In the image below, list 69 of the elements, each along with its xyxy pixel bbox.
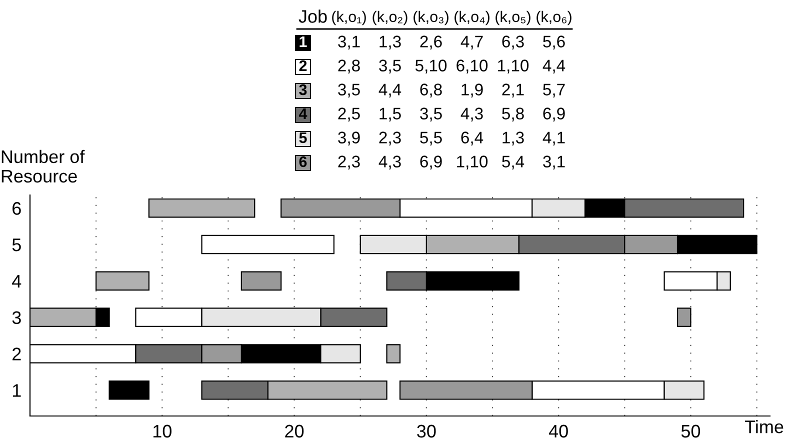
- text: 1,10: [457, 156, 488, 170]
- bar: [240, 271, 282, 291]
- text: 2,8: [338, 60, 360, 74]
- text: 2,3: [338, 156, 360, 170]
- text: 2,6: [420, 36, 442, 50]
- bar: [96, 271, 150, 291]
- text: 5,6: [543, 36, 565, 50]
- text: 6,9: [543, 108, 565, 122]
- x-axis-title: Time: [744, 420, 784, 434]
- text: Job: [298, 10, 327, 23]
- text: 1,3: [502, 132, 524, 146]
- x-tick-label: 50: [681, 424, 700, 438]
- text: 3,5: [379, 60, 401, 74]
- text: 4,1: [542, 132, 565, 146]
- text: 4,4: [378, 84, 402, 98]
- bar: [386, 344, 401, 364]
- x-tick-label: 20: [285, 424, 304, 438]
- text: 4,4: [542, 60, 566, 74]
- text: 1,10: [498, 60, 529, 74]
- text: (k,o₁): [332, 10, 366, 26]
- text: (k,o₂): [372, 10, 408, 26]
- text: 6,3: [502, 36, 524, 50]
- text: 2: [299, 60, 307, 71]
- bar: [676, 308, 692, 327]
- x-tick-label: 30: [417, 424, 436, 438]
- text: 6,9: [420, 156, 442, 170]
- x-tick-label: 10: [153, 424, 172, 438]
- y-tick-label: 6: [12, 202, 21, 215]
- text: 1,3: [380, 36, 401, 50]
- text: 3: [299, 84, 307, 96]
- text: 2,5: [338, 108, 360, 122]
- bar: [201, 234, 334, 254]
- text: 2,1: [502, 84, 524, 98]
- text: 3,5: [420, 108, 442, 122]
- text: 3,5: [338, 84, 360, 98]
- text: 6,8: [420, 84, 442, 98]
- y-tick-label: 4: [12, 275, 22, 288]
- bar: [108, 380, 150, 400]
- y-tick-label: 5: [12, 238, 21, 252]
- text: 5,7: [543, 84, 565, 98]
- text: 5,10: [415, 60, 447, 74]
- y-tick-label: 2: [12, 348, 21, 360]
- text: 3,1: [543, 156, 565, 170]
- text: 4: [298, 108, 308, 119]
- text: 2,3: [379, 132, 401, 146]
- bar: [148, 198, 256, 218]
- x-tick-label: 40: [548, 424, 568, 438]
- text: 5,5: [420, 132, 442, 146]
- text: (k,o₆): [536, 10, 572, 26]
- y-axis-title: Number of Resource: [2, 150, 85, 183]
- y-tick-label: 3: [12, 311, 21, 324]
- text: (k,o₅): [496, 10, 530, 26]
- text: 6: [299, 156, 307, 168]
- text: (k,o₄): [454, 10, 490, 26]
- text: 5,4: [502, 156, 524, 170]
- text: 1,5: [380, 108, 401, 122]
- text: 6,10: [456, 60, 488, 74]
- text: 4,7: [460, 36, 483, 50]
- text: 3,9: [338, 132, 360, 146]
- text: 5: [299, 132, 307, 144]
- text: (k,o₃): [414, 10, 448, 26]
- text: 4,3: [378, 156, 401, 170]
- text: 6,4: [461, 132, 484, 146]
- text: 1: [300, 36, 307, 47]
- text: 1,9: [462, 84, 483, 98]
- text: 3,1: [338, 36, 360, 50]
- y-tick-label: 1: [13, 384, 21, 397]
- text: 5,8: [502, 108, 524, 122]
- text: 4,3: [460, 108, 483, 122]
